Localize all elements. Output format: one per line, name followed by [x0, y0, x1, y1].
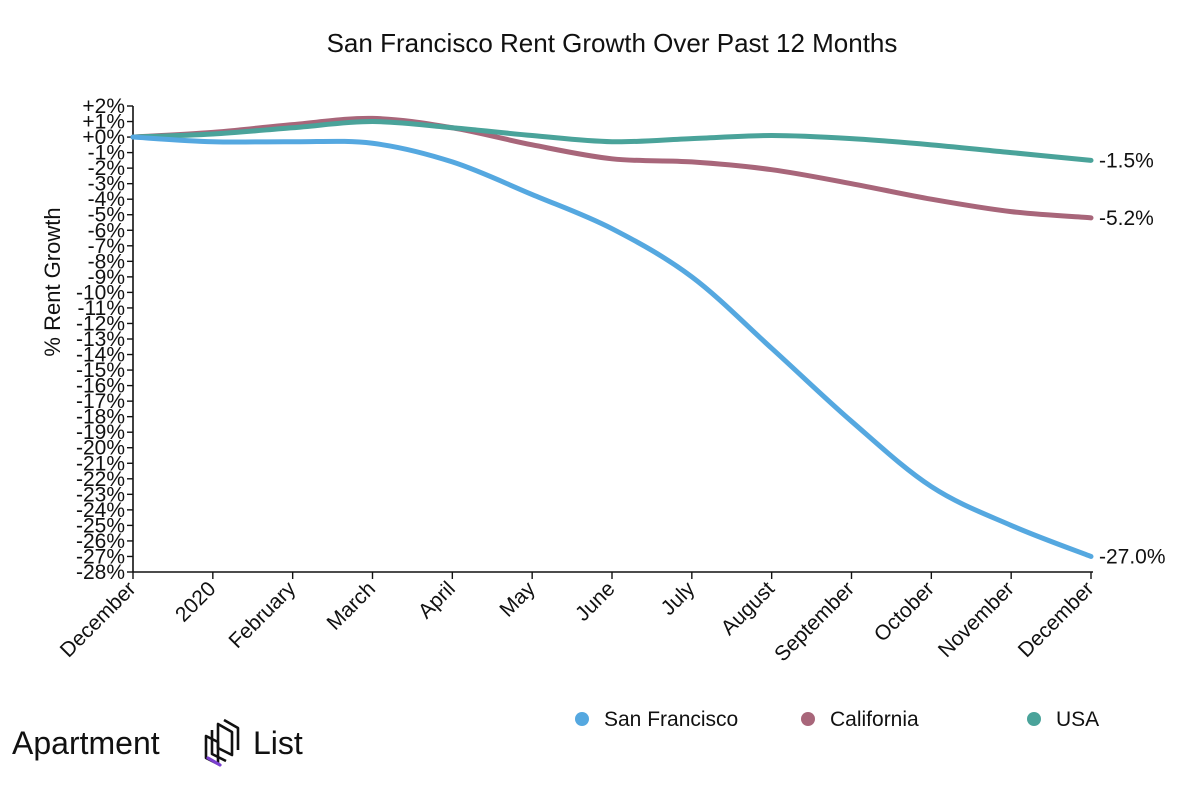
y-tick-label: -4% [88, 188, 125, 211]
end-label-san-francisco: -27.0% [1099, 545, 1166, 568]
y-tick-label: -20% [76, 437, 125, 460]
y-tick-label: -24% [76, 499, 125, 522]
x-tick-label: June [571, 577, 619, 625]
x-tick-label: May [495, 577, 540, 622]
legend-marker-san-francisco [575, 712, 589, 726]
y-tick-label: -8% [88, 250, 125, 273]
y-tick-label: -10% [76, 281, 125, 304]
end-label-california: -5.2% [1099, 207, 1154, 230]
y-tick-label: -25% [76, 514, 125, 537]
y-tick-label: -19% [76, 421, 125, 444]
chart-title: San Francisco Rent Growth Over Past 12 M… [327, 28, 898, 58]
y-tick-label: -7% [88, 235, 125, 258]
y-tick-label: +1% [82, 111, 125, 134]
x-tick-label: September [770, 577, 859, 666]
y-tick-label: -16% [76, 375, 125, 398]
apartment-list-logo-icon [204, 718, 240, 767]
x-tick-label: July [657, 577, 700, 620]
legend-label-san-francisco: San Francisco [604, 708, 738, 731]
series-line-california [130, 115, 1094, 221]
y-tick-label: -11% [78, 297, 125, 320]
end-label-usa: -1.5% [1099, 149, 1154, 172]
x-tick-label: 2020 [171, 577, 220, 626]
x-tick-label: December [1014, 577, 1099, 662]
y-tick-label: -13% [76, 328, 125, 351]
y-tick-label: -5% [88, 204, 125, 227]
series-lines [130, 115, 1094, 559]
x-tick-label: April [414, 577, 460, 623]
y-tick-label: -17% [76, 390, 125, 413]
y-axis-label: % Rent Growth [40, 207, 65, 356]
y-tick-label: -2% [88, 157, 125, 180]
y-axis: +2%+1%+0%-1%-2%-3%-4%-5%-6%-7%-8%-9%-10%… [76, 95, 133, 584]
y-tick-label: -1% [88, 142, 125, 165]
x-tick-label: February [225, 577, 301, 653]
logo-word-apartment: Apartment [12, 725, 160, 761]
y-tick-label: -6% [88, 219, 125, 242]
series-line-san-francisco [130, 134, 1094, 559]
x-tick-label: November [934, 577, 1019, 662]
end-labels: -27.0% -5.2% -1.5% [1099, 149, 1166, 568]
y-tick-label: -12% [76, 312, 125, 335]
y-tick-label: -27% [76, 545, 125, 568]
y-tick-label: -26% [76, 530, 125, 553]
y-tick-label: -14% [76, 344, 125, 367]
x-tick-label: March [323, 577, 381, 635]
legend-marker-usa [1027, 712, 1041, 726]
series-line-usa [130, 119, 1094, 163]
x-axis: December 2020 February March April May June Jul… [56, 572, 1099, 666]
x-tick-label: December [56, 577, 141, 662]
x-tick-label: August [717, 577, 780, 640]
y-tick-label: -22% [76, 468, 125, 491]
y-tick-label: -23% [76, 483, 125, 506]
x-tick-label: October [870, 577, 939, 646]
apartment-list-logo: Apartment List [12, 718, 303, 767]
y-tick-label: -15% [76, 359, 125, 382]
y-tick-label: -21% [76, 452, 125, 475]
y-tick-label: -3% [88, 173, 125, 196]
legend-label-california: California [830, 708, 919, 731]
legend-label-usa: USA [1056, 708, 1099, 731]
legend-marker-california [801, 712, 815, 726]
logo-word-list: List [253, 725, 303, 761]
y-tick-label: -28% [76, 561, 125, 584]
y-tick-label: +2% [82, 95, 125, 118]
y-tick-label: -18% [76, 406, 125, 429]
y-tick-label: -9% [88, 266, 125, 289]
legend: San Francisco California USA [575, 708, 1099, 731]
y-tick-label: +0% [82, 126, 125, 149]
